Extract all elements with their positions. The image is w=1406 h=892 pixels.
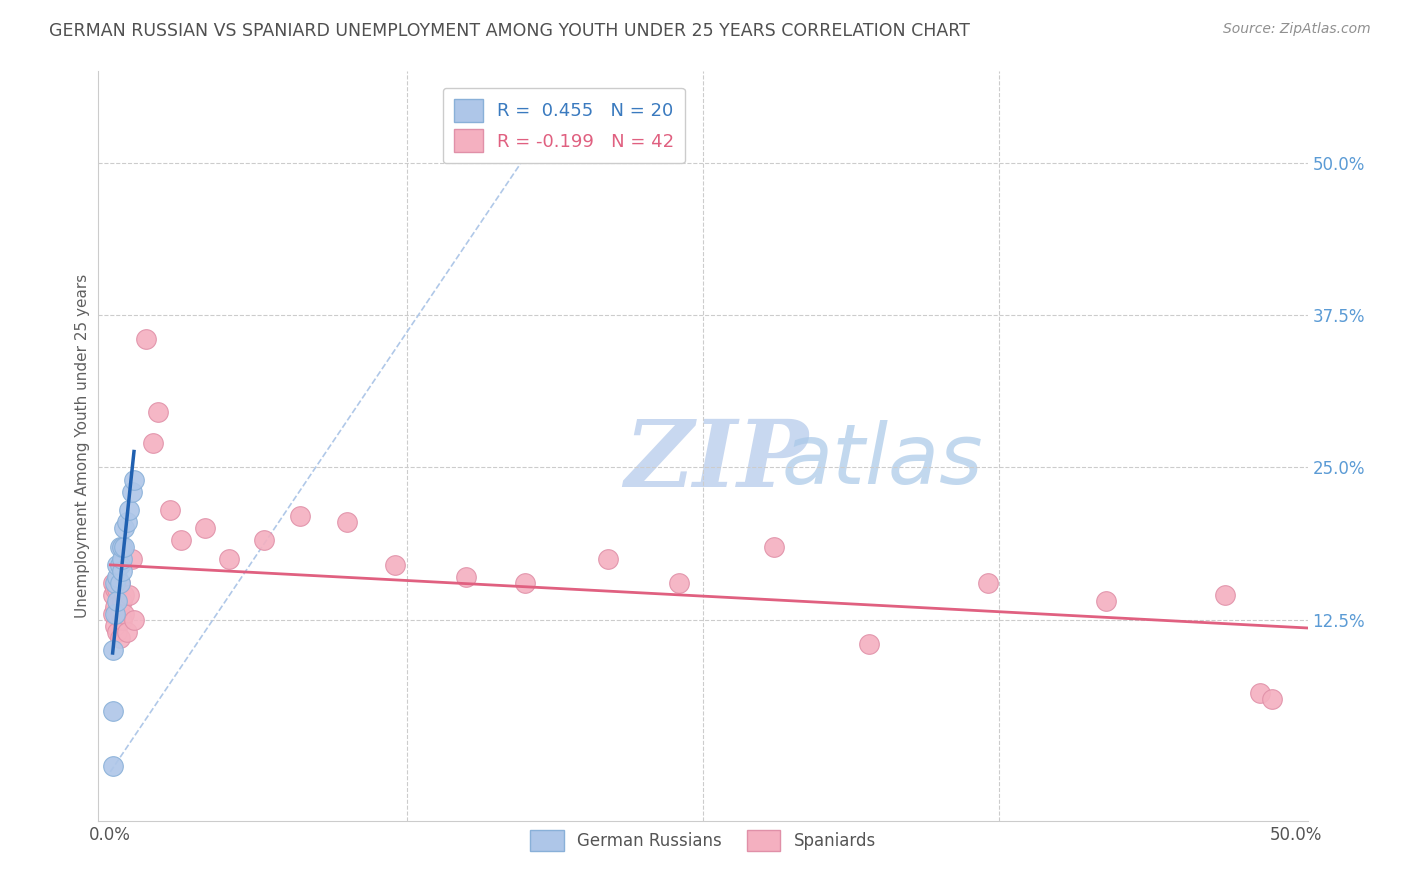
Point [858, 637, 880, 651]
Point [105, 570, 128, 584]
Point [105, 594, 128, 608]
Point [122, 473, 145, 487]
Point [115, 515, 138, 529]
Point [118, 503, 141, 517]
Point [114, 607, 136, 621]
Point [194, 521, 217, 535]
Point [1095, 594, 1118, 608]
Point [763, 540, 786, 554]
Point [598, 551, 620, 566]
Point [253, 533, 276, 548]
Point [108, 631, 131, 645]
Point [118, 588, 141, 602]
Point [1249, 686, 1271, 700]
Point [454, 570, 477, 584]
Point [108, 576, 131, 591]
Point [114, 588, 136, 602]
Point [101, 643, 124, 657]
Point [121, 484, 143, 499]
Legend: German Russians, Spaniards: German Russians, Spaniards [523, 823, 883, 857]
Point [111, 564, 134, 578]
Point [104, 576, 127, 591]
Point [142, 436, 165, 450]
Point [384, 558, 406, 572]
Point [336, 515, 359, 529]
Point [101, 704, 124, 718]
Text: atlas: atlas [782, 420, 983, 501]
Point [111, 540, 134, 554]
Point [105, 582, 128, 596]
Point [135, 332, 157, 346]
Point [104, 582, 127, 596]
Point [1213, 588, 1236, 602]
Point [288, 509, 311, 524]
Point [105, 558, 128, 572]
Point [976, 576, 998, 591]
Point [121, 551, 143, 566]
Point [1261, 691, 1284, 706]
Text: ZIP: ZIP [624, 416, 808, 506]
Point [668, 576, 690, 591]
Point [111, 551, 134, 566]
Point [515, 576, 537, 591]
Point [101, 576, 124, 591]
Point [170, 533, 193, 548]
Point [104, 600, 127, 615]
Point [218, 551, 240, 566]
Point [111, 594, 134, 608]
Point [105, 624, 128, 639]
Y-axis label: Unemployment Among Youth under 25 years: Unemployment Among Youth under 25 years [75, 274, 90, 618]
Point [159, 503, 181, 517]
Point [108, 576, 131, 591]
Point [108, 540, 131, 554]
Point [122, 613, 145, 627]
Point [101, 607, 124, 621]
Point [114, 540, 136, 554]
Point [105, 607, 128, 621]
Point [111, 613, 134, 627]
Point [104, 618, 127, 632]
Point [104, 607, 127, 621]
Text: Source: ZipAtlas.com: Source: ZipAtlas.com [1223, 22, 1371, 37]
Point [101, 588, 124, 602]
Point [108, 558, 131, 572]
Point [114, 521, 136, 535]
Point [108, 607, 131, 621]
Point [146, 405, 169, 419]
Point [115, 624, 138, 639]
Text: GERMAN RUSSIAN VS SPANIARD UNEMPLOYMENT AMONG YOUTH UNDER 25 YEARS CORRELATION C: GERMAN RUSSIAN VS SPANIARD UNEMPLOYMENT … [49, 22, 970, 40]
Point [101, 759, 124, 773]
